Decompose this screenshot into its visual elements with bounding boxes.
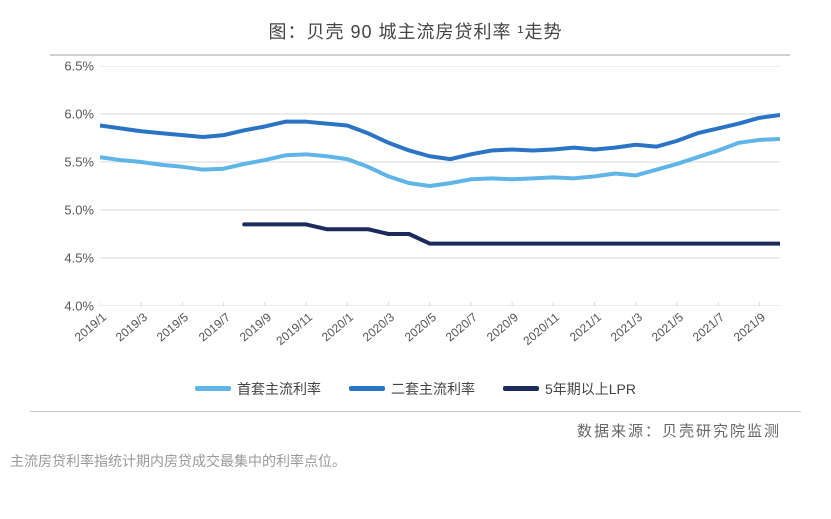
x-tick-label: 2019/7 [196,310,233,344]
x-tick-label: 2021/9 [731,310,768,344]
chart-source: 数据来源：贝壳研究院监测 [30,411,801,441]
legend-label: 二套主流利率 [391,379,475,399]
x-tick-label: 2020/11 [521,310,563,348]
x-tick-label: 2021/7 [690,310,727,344]
chart-title: 图：贝壳 90 城主流房贷利率 ¹走势 [30,18,801,44]
legend-swatch [349,386,385,391]
legend-item: 首套主流利率 [195,379,321,399]
x-tick-label: 2020/9 [484,310,521,344]
x-tick-label: 2021/3 [608,310,645,344]
legend-swatch [195,386,231,391]
plot-svg [100,66,780,306]
legend-item: 二套主流利率 [349,379,475,399]
legend-label: 5年期以上LPR [545,379,636,399]
chart-area: 4.0%4.5%5.0%5.5%6.0%6.5% 2019/12019/3201… [50,54,790,376]
plot [100,66,780,306]
x-tick-label: 2020/1 [319,310,356,344]
y-tick-label: 5.0% [64,203,94,218]
x-tick-label: 2019/5 [154,310,191,344]
legend-label: 首套主流利率 [237,379,321,399]
series-line [244,224,780,243]
x-tick-label: 2020/5 [402,310,439,344]
x-tick-label: 2019/1 [72,310,109,344]
x-tick-label: 2019/3 [113,310,150,344]
x-tick-label: 2021/1 [566,310,603,344]
legend-item: 5年期以上LPR [503,379,636,399]
x-tick-label: 2019/9 [237,310,274,344]
x-tick-label: 2020/3 [360,310,397,344]
root: 图：贝壳 90 城主流房贷利率 ¹走势 4.0% 4.5% 5.0% 5.5% 6.0%… [0,0,831,519]
series-line [100,114,780,159]
y-axis: 4.0%4.5%5.0%5.5%6.0%6.5% [50,66,100,306]
x-tick-label: 2019/11 [273,310,315,348]
x-tick-label: 2021/5 [649,310,686,344]
y-tick-label: 4.0% [64,299,94,314]
y-tick-label: 6.0% [64,107,94,122]
chart-footnote: 主流房贷利率指统计期内房贷成交最集中的利率点位。 [10,451,801,471]
x-tick-label: 2020/7 [443,310,480,344]
legend-swatch [503,386,539,391]
y-tick-label: 4.5% [64,251,94,266]
y-tick-label: 6.5% [64,59,94,74]
x-axis: 2019/12019/32019/52019/72019/92019/11202… [100,306,780,376]
legend: 首套主流利率 二套主流利率 5年期以上LPR [30,376,801,399]
y-tick-label: 5.5% [64,155,94,170]
